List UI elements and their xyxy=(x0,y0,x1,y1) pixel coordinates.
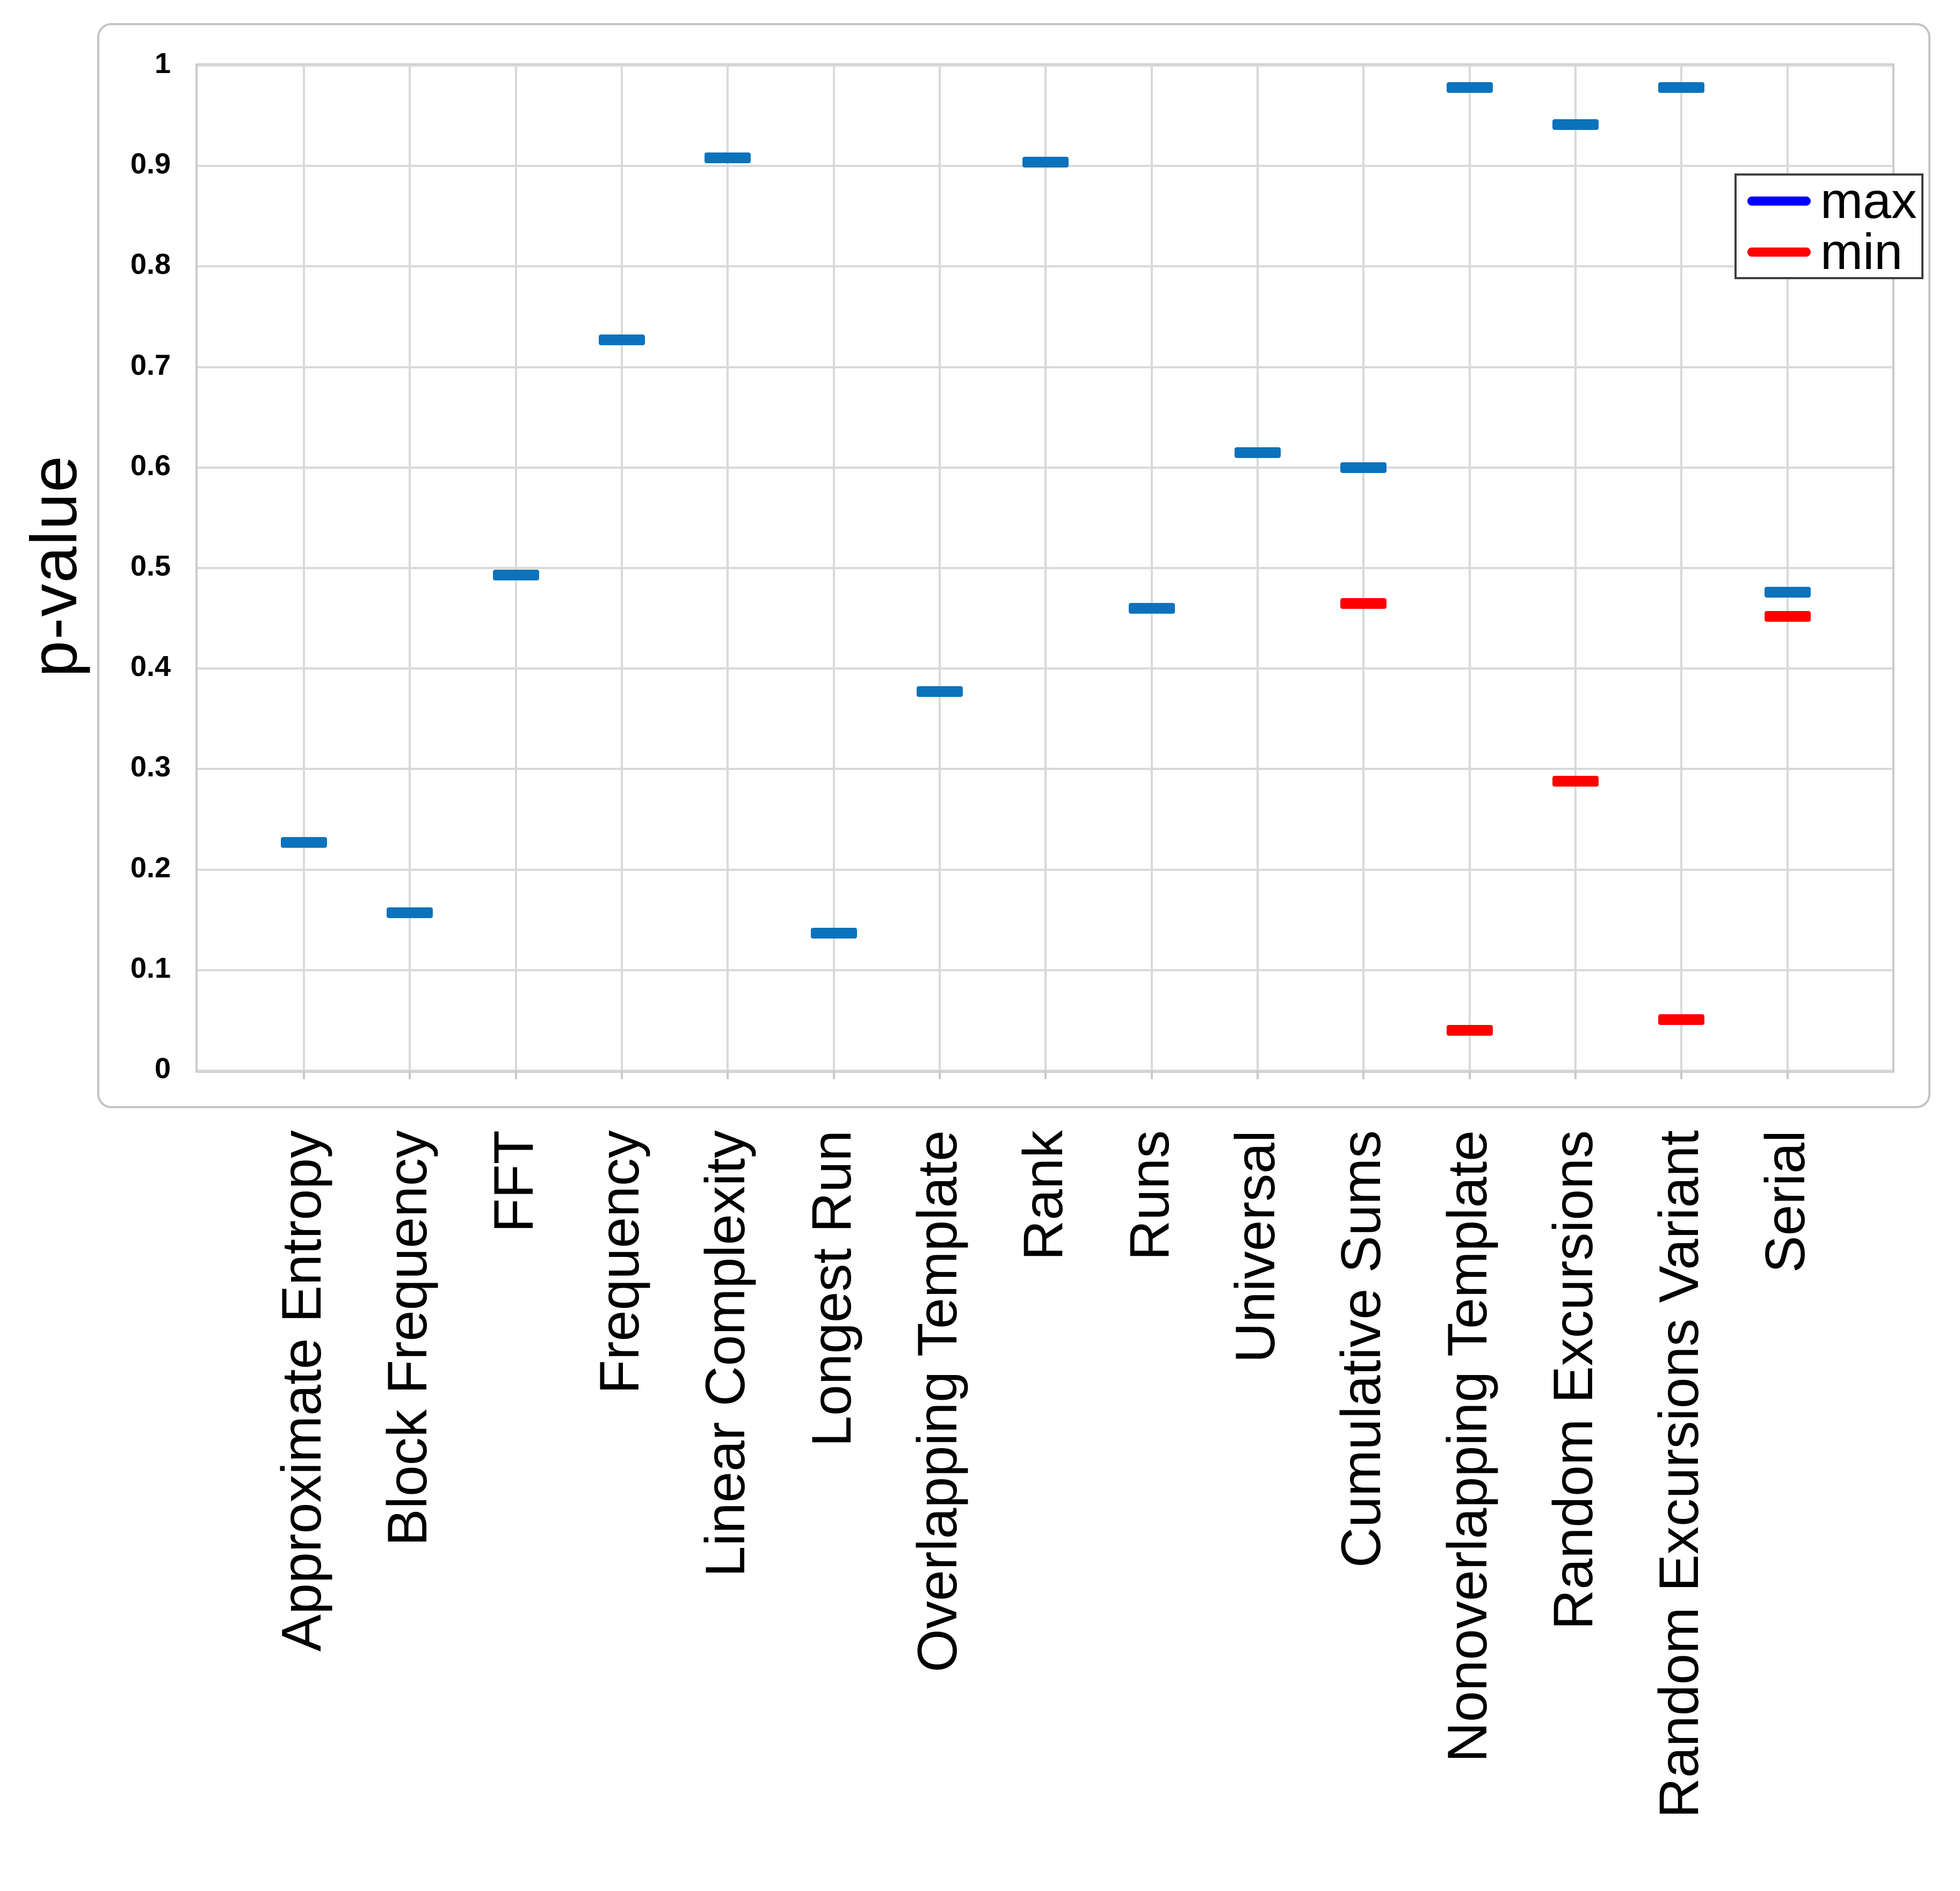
y-tick-label: 0.9 xyxy=(130,148,171,180)
x-gridline xyxy=(409,66,411,1071)
marker-min xyxy=(1552,775,1599,787)
x-tick-mark xyxy=(938,1071,941,1079)
y-tick-label: 0.8 xyxy=(130,248,171,281)
y-tick-label: 1 xyxy=(154,47,171,79)
marker-min xyxy=(1340,598,1387,609)
x-axis-label: Longest Run xyxy=(800,1130,863,1447)
marker-min xyxy=(1446,1025,1493,1036)
x-gridline xyxy=(514,66,517,1071)
y-tick-label: 0.5 xyxy=(130,550,171,582)
marker-max xyxy=(1234,447,1281,458)
marker-max xyxy=(916,686,963,697)
marker-max xyxy=(1764,586,1811,598)
y-tick-label: 0.3 xyxy=(130,751,171,783)
x-gridline xyxy=(1680,66,1683,1071)
x-tick-mark xyxy=(727,1071,729,1079)
marker-max xyxy=(1658,82,1705,93)
x-tick-mark xyxy=(409,1071,411,1079)
x-tick-mark xyxy=(1574,1071,1577,1079)
x-gridline xyxy=(620,66,623,1071)
x-tick-mark xyxy=(303,1071,305,1079)
legend-label-min: min xyxy=(1820,223,1903,280)
marker-max xyxy=(705,152,751,164)
x-tick-mark xyxy=(620,1071,623,1079)
x-axis-label: Rank xyxy=(1012,1130,1075,1261)
legend-label-max: max xyxy=(1820,172,1917,229)
x-axis-label: Universal xyxy=(1224,1130,1287,1363)
x-axis-label: Overlapping Template xyxy=(906,1130,969,1672)
max-legend-line-icon xyxy=(1747,197,1811,206)
x-tick-mark xyxy=(1468,1071,1471,1079)
y-tick-label: 0.6 xyxy=(130,449,171,482)
x-tick-mark xyxy=(1044,1071,1047,1079)
marker-max xyxy=(598,334,645,346)
y-tick-label: 0.2 xyxy=(130,851,171,884)
marker-max xyxy=(1552,119,1599,130)
x-axis-label: FFT xyxy=(482,1130,545,1233)
y-tick-label: 0.7 xyxy=(130,348,171,381)
x-axis-label: Serial xyxy=(1754,1130,1817,1273)
marker-max xyxy=(492,570,539,581)
x-gridline xyxy=(1044,66,1047,1071)
plot-area xyxy=(195,63,1894,1079)
x-axis-label: Random Excursions Variant xyxy=(1648,1130,1711,1819)
x-tick-mark xyxy=(1362,1071,1365,1079)
legend: max min xyxy=(1734,173,1923,279)
x-axis-label: Nonoverlapping Template xyxy=(1436,1130,1499,1763)
x-axis-label: Block Frequency xyxy=(376,1130,439,1546)
x-gridline xyxy=(303,66,305,1071)
x-axis-label: Random Excursions xyxy=(1542,1130,1605,1630)
marker-max xyxy=(281,837,327,848)
legend-entry-max: max xyxy=(1737,176,1921,227)
marker-min xyxy=(1764,610,1811,622)
marker-max xyxy=(1340,462,1387,473)
x-gridline xyxy=(1256,66,1259,1071)
legend-entry-min: min xyxy=(1737,227,1921,278)
x-axis-label: Runs xyxy=(1118,1130,1181,1261)
x-tick-mark xyxy=(514,1071,517,1079)
marker-max xyxy=(1022,156,1069,168)
x-tick-mark xyxy=(1680,1071,1683,1079)
x-gridline xyxy=(1150,66,1153,1071)
x-gridline xyxy=(832,66,835,1071)
x-tick-mark xyxy=(832,1071,835,1079)
y-tick-label: 0 xyxy=(154,1052,171,1085)
x-tick-mark xyxy=(1150,1071,1153,1079)
x-gridline xyxy=(1786,66,1789,1071)
x-tick-mark xyxy=(1786,1071,1789,1079)
x-gridline xyxy=(1468,66,1471,1071)
y-tick-label: 0.1 xyxy=(130,951,171,984)
x-gridline xyxy=(938,66,941,1071)
x-axis-label: Approximate Entropy xyxy=(271,1130,333,1652)
x-axis-label: Frequency xyxy=(588,1130,651,1394)
x-axis-label: Cumulative Sums xyxy=(1330,1130,1393,1568)
x-tick-mark xyxy=(1256,1071,1259,1079)
marker-min xyxy=(1658,1014,1705,1025)
y-tick-label: 0.4 xyxy=(130,650,171,683)
marker-max xyxy=(810,927,857,939)
x-gridline xyxy=(727,66,729,1071)
x-gridline xyxy=(1362,66,1365,1071)
marker-max xyxy=(387,907,433,919)
min-legend-line-icon xyxy=(1747,248,1811,257)
x-axis-label: Linear Complexity xyxy=(694,1130,757,1577)
x-gridline xyxy=(1574,66,1577,1071)
marker-max xyxy=(1128,602,1175,614)
marker-max xyxy=(1446,82,1493,93)
